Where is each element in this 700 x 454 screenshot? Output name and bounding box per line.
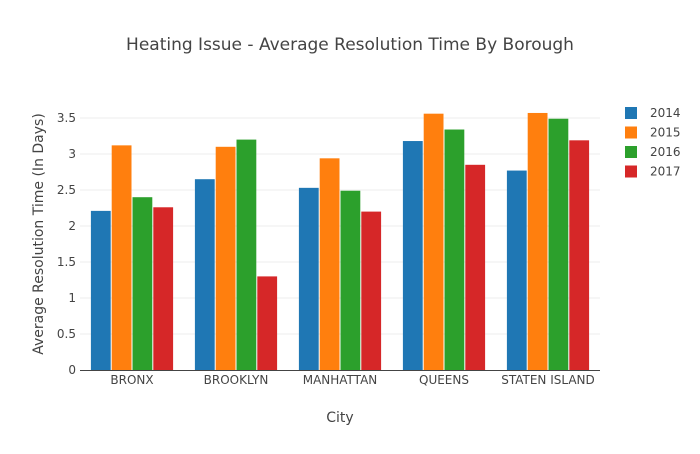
legend-label[interactable]: 2017 (650, 165, 681, 179)
bar-2016-manhattan[interactable] (340, 190, 361, 370)
legend-label[interactable]: 2014 (650, 106, 681, 120)
bar-2015-staten-island[interactable] (527, 112, 548, 371)
y-tick-label: 2 (68, 219, 76, 233)
legend-label[interactable]: 2015 (650, 126, 681, 140)
bar-2017-manhattan[interactable] (361, 211, 382, 370)
bar-2014-brooklyn[interactable] (194, 179, 215, 370)
y-tick-label: 3.5 (57, 111, 76, 125)
bar-2015-brooklyn[interactable] (215, 146, 236, 370)
legend-swatch[interactable] (625, 146, 637, 158)
bar-2015-queens[interactable] (423, 113, 444, 371)
legend-label[interactable]: 2016 (650, 145, 681, 159)
bar-2016-bronx[interactable] (132, 197, 153, 370)
bar-2017-queens[interactable] (465, 164, 486, 370)
bar-2015-manhattan[interactable] (319, 158, 340, 370)
legend-swatch[interactable] (625, 165, 637, 178)
bar-2017-staten-island[interactable] (569, 140, 590, 370)
x-tick-label: MANHATTAN (303, 373, 378, 387)
y-tick-label: 1 (68, 291, 76, 305)
bars (90, 112, 590, 371)
bar-2014-bronx[interactable] (90, 210, 111, 370)
bar-2015-bronx[interactable] (111, 145, 132, 370)
bar-2016-brooklyn[interactable] (236, 139, 257, 370)
x-axis-ticks: BRONX BROOKLYN MANHATTAN QUEENS STATEN ISLAN… (110, 373, 594, 387)
x-tick-label: STATEN ISLAND (501, 373, 595, 387)
chart-title: Heating Issue - Average Resolution Time … (126, 35, 574, 55)
y-tick-label: 1.5 (57, 255, 76, 269)
bar-2017-brooklyn[interactable] (257, 276, 278, 370)
bar-2014-manhattan[interactable] (298, 187, 319, 370)
bar-2017-bronx[interactable] (153, 207, 174, 370)
legend: 2014 2015 2016 2017 (625, 106, 681, 179)
y-tick-label: 0 (68, 363, 76, 377)
legend-swatch[interactable] (625, 107, 637, 119)
x-tick-label: QUEENS (419, 373, 469, 387)
bar-2016-queens[interactable] (444, 129, 465, 370)
y-axis-title: Average Resolution Time (In Days) (31, 113, 47, 355)
x-tick-label: BROOKLYN (204, 373, 269, 387)
legend-swatch[interactable] (625, 126, 637, 139)
y-tick-label: 2.5 (57, 183, 76, 197)
bar-2014-queens[interactable] (402, 141, 423, 370)
x-axis-title: City (326, 410, 353, 426)
bar-2016-staten-island[interactable] (548, 118, 569, 370)
bar-2014-staten-island[interactable] (506, 170, 527, 370)
y-tick-label: 3 (68, 147, 76, 161)
y-tick-label: 0.5 (57, 327, 76, 341)
x-tick-label: BRONX (110, 373, 153, 387)
y-axis-ticks: 0 0.5 1 1.5 2 2.5 3 3.5 (57, 111, 76, 377)
